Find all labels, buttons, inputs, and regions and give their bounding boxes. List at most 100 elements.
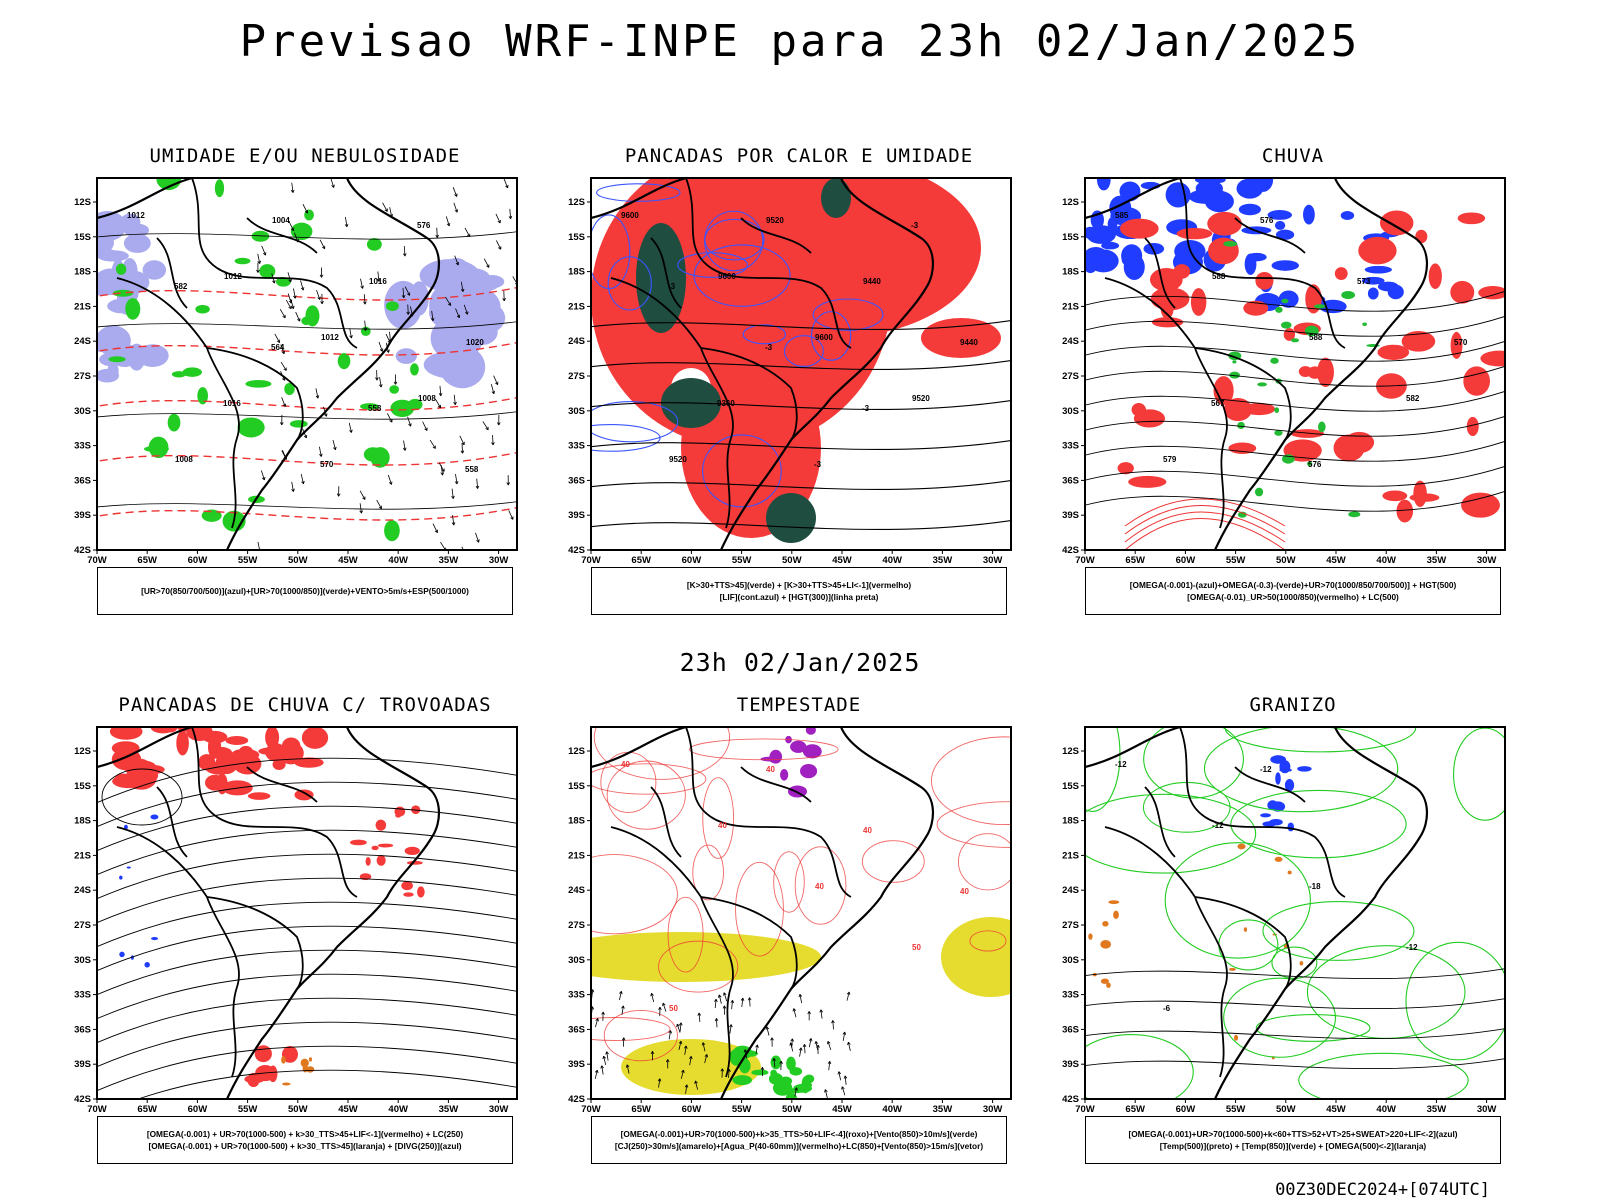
wind-vector	[279, 308, 286, 319]
field-area	[1413, 480, 1427, 508]
field-area	[1243, 927, 1248, 932]
wind-vector	[741, 997, 744, 1007]
wind-vector-head	[722, 1005, 727, 1009]
wind-vector-head	[408, 423, 412, 427]
wind-vector-head	[740, 997, 745, 1001]
field-area	[304, 209, 314, 221]
field-area	[1415, 229, 1428, 244]
field-area	[1151, 317, 1184, 328]
wind-vector-head	[451, 495, 455, 499]
lat-tick-label: 36S	[568, 1024, 585, 1035]
wind-vector-head	[676, 1023, 680, 1028]
lon-tick-label: 45W	[832, 555, 852, 566]
wind-vector-head	[755, 1044, 759, 1048]
country-border	[1104, 277, 1228, 529]
wind-vector	[389, 331, 391, 342]
field-area	[1280, 321, 1292, 329]
panel-title-humidity: UMIDADE E/OU NEBULOSIDADE	[149, 145, 461, 167]
contour-line	[1085, 315, 1505, 337]
field-area	[225, 736, 249, 745]
wind-vector-head	[625, 1064, 630, 1068]
wind-vector	[793, 1008, 797, 1018]
contour-line	[1124, 511, 1286, 543]
field-area	[281, 1045, 298, 1063]
wind-vector	[679, 1022, 682, 1032]
lat-tick-label: 21S	[74, 850, 91, 861]
streamline	[97, 877, 517, 924]
lon-tick-label: 60W	[1176, 1104, 1196, 1115]
contour-label: 9600	[621, 211, 639, 220]
water-contour	[969, 930, 1007, 952]
wind-vector	[407, 416, 412, 427]
field-area	[1257, 382, 1268, 387]
field-area	[1270, 755, 1287, 764]
field-area	[308, 1057, 313, 1062]
wind-vector-head	[772, 1058, 776, 1062]
wind-vector-head	[600, 1065, 604, 1069]
wind-vector	[492, 434, 494, 446]
temp850-contour	[1453, 727, 1505, 821]
field-area	[268, 1065, 278, 1083]
field-area	[156, 178, 182, 191]
wind-vector-head	[605, 1051, 609, 1055]
wind-vector-head	[288, 300, 293, 304]
country-border	[685, 178, 852, 349]
wind-vector	[451, 488, 454, 499]
wind-vector-head	[794, 1087, 798, 1091]
field-area	[1340, 211, 1355, 220]
legend-line: [K>30+TTS>45](verde) + [K>30+TTS>45+LI<-…	[686, 580, 912, 590]
field-area	[289, 420, 308, 428]
water-contour	[591, 854, 678, 935]
lat-tick-label: 12S	[74, 197, 91, 208]
streamline	[97, 997, 517, 1044]
legend-hail: [OMEGA(-0.001)+UR>70(1000-500)+k<60+TTS>…	[1085, 1116, 1501, 1164]
field-area	[360, 326, 371, 336]
field-area	[1279, 768, 1292, 772]
wind-vector-head	[502, 298, 506, 302]
country-border	[116, 826, 240, 1078]
lif-contour	[810, 311, 852, 361]
lat-tick-label: 30S	[568, 406, 585, 417]
field-area	[1299, 961, 1304, 966]
wind-vector-head	[454, 193, 458, 197]
field-area	[247, 1072, 260, 1088]
wind-vector	[838, 1071, 842, 1081]
field-area	[805, 727, 816, 735]
field-area	[305, 305, 320, 327]
lat-tick-label: 18S	[568, 816, 585, 827]
field-area	[1212, 188, 1226, 207]
field-area	[785, 1092, 797, 1099]
lon-tick-label: 70W	[87, 1104, 107, 1115]
map-frame	[590, 726, 1012, 1100]
map-frame	[1084, 726, 1506, 1100]
wind-vector	[842, 1031, 846, 1041]
contour-line	[591, 359, 1011, 370]
country-border	[610, 826, 734, 1078]
coastline	[591, 727, 934, 1099]
field-area	[1275, 772, 1281, 785]
field-area	[1377, 344, 1410, 360]
coastline	[591, 178, 934, 550]
temp850-contour	[1298, 1052, 1469, 1099]
coastline	[97, 178, 440, 550]
field-area	[1396, 499, 1414, 523]
water-contour	[658, 940, 739, 993]
field-area	[120, 213, 141, 231]
field-area	[1274, 407, 1280, 414]
lat-tick-label: 24S	[568, 336, 585, 347]
coastline	[97, 727, 440, 1099]
field-area	[1107, 217, 1118, 231]
field-area	[439, 345, 486, 389]
lon-tick-label: 30W	[1477, 1104, 1497, 1115]
field-area	[370, 447, 390, 468]
wind-vector	[461, 546, 464, 550]
lon-tick-label: 65W	[137, 555, 157, 566]
wind-vector-head	[261, 476, 266, 481]
wind-vector	[475, 532, 480, 543]
contour-line	[1085, 415, 1505, 437]
lon-tick-label: 40W	[1376, 555, 1396, 566]
lat-tick-label: 21S	[568, 850, 585, 861]
panel-title-storm: TEMPESTADE	[736, 694, 862, 716]
wind-vector-head	[379, 384, 383, 388]
wind-vector-head	[256, 269, 260, 273]
